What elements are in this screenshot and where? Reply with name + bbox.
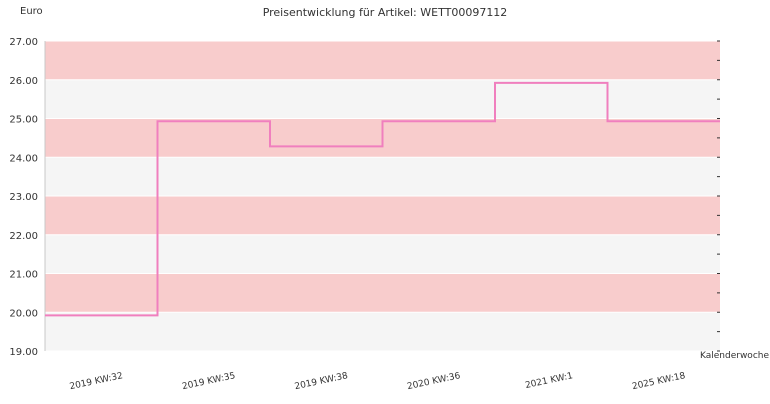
x-axis-label: Kalenderwoche (700, 351, 769, 361)
x-tick-label: 2019 KW:32 (69, 371, 124, 392)
y-tick-label: 27.00 (9, 37, 38, 48)
y-tick-label: 22.00 (9, 231, 38, 242)
y-tick-label: 19.00 (9, 347, 38, 358)
x-tick-label: 2021 KW:1 (524, 371, 574, 391)
y-tick-label: 20.00 (9, 308, 38, 319)
series-layer (45, 81, 720, 317)
y-tick-label: 23.00 (9, 192, 38, 203)
background-band (45, 273, 720, 313)
chart-title: Preisentwicklung für Artikel: WETT000971… (263, 6, 508, 19)
y-axis-label: Euro (20, 6, 43, 17)
background-band (45, 157, 720, 196)
price-series-line (45, 81, 720, 317)
background-band (45, 234, 720, 274)
background-band (45, 79, 720, 119)
x-tick-label: 2019 KW:35 (181, 371, 236, 392)
y-tick-label: 21.00 (9, 270, 38, 281)
background-band (45, 196, 720, 235)
x-tick-label: 2019 KW:38 (294, 371, 349, 392)
x-tick-label: 2025 KW:18 (631, 371, 686, 392)
y-tick-label: 26.00 (9, 76, 38, 87)
x-tick-label: 2020 KW:36 (406, 371, 461, 392)
y-tick-label: 24.00 (9, 153, 38, 164)
y-tick-label: 25.00 (9, 115, 38, 126)
background-band (45, 312, 720, 351)
background-band (45, 41, 720, 80)
